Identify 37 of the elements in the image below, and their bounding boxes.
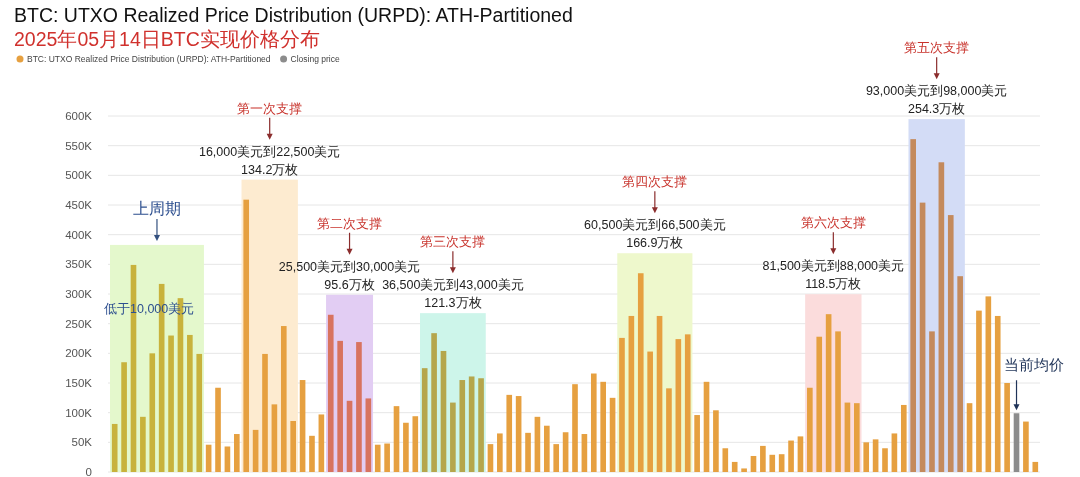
annotation: 118.5万枚 [805,277,862,292]
y-tick: 500K [65,169,92,182]
annotation: 第三次支撑 [420,234,486,250]
annotation: 第五次支撑 [904,40,970,56]
y-tick: 300K [65,288,92,300]
annotation: 16,000美元到22,500美元 [198,144,341,159]
y-tick: 550K [65,139,92,152]
annotation: 当前均价 [1003,357,1064,374]
annotation: 95.6万枚 [324,277,375,292]
legend-label: BTC: UTXO Realized Price Distribution (URPD): ATH-Partitioned [27,54,271,64]
annotation: 60,500美元到66,500美元 [584,218,726,233]
title: BTC: UTXO Realized Price Distribution (URPD): ATH-Partitioned [14,4,573,26]
annotation: 121.3万枚 [424,296,482,311]
annotation: 93,000美元到98,000美元 [865,84,1008,99]
y-tick: 100K [65,406,92,419]
annotation: 上周期 [132,199,181,217]
annotation: 第二次支撑 [317,215,383,231]
y-tick: 0 [85,466,92,477]
annotation: 36,500美元到43,000美元 [382,278,524,293]
y-tick: 400K [65,228,92,241]
y-tick: 450K [65,199,92,211]
annotation: 81,500美元到88,000美元 [762,259,905,274]
legend-label: Closing price [290,54,340,64]
y-tick: 250K [65,317,92,330]
y-tick: 200K [65,347,92,360]
annotation: 134.2万枚 [241,162,299,177]
y-tick: 350K [65,258,92,271]
y-tick: 50K [71,436,92,449]
annotation: 25,500美元到30,000美元 [278,259,421,274]
subtitle: 2025年05月14日BTC实现价格分布 [14,28,320,50]
annotation: 第六次支撑 [800,215,866,231]
y-tick: 150K [65,377,92,389]
annotation: 第一次支撑 [237,100,303,116]
annotation: 第四次支撑 [622,174,688,190]
annotation: 254.3万枚 [908,102,966,117]
y-tick: 600K [65,110,92,122]
annotation: 166.9万枚 [626,236,684,251]
